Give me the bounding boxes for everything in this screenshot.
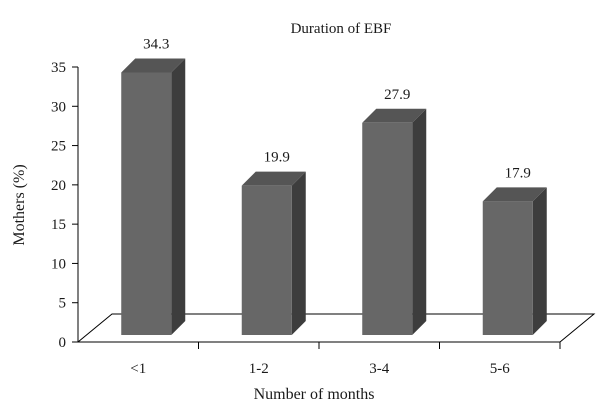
data-label: 27.9	[384, 87, 410, 103]
y-tick-label: 35	[51, 60, 66, 76]
bars: 34.3 19.9 27.9 17.9	[121, 37, 547, 336]
y-tick-label: 5	[59, 296, 67, 312]
y-tick-label: 10	[51, 256, 66, 272]
x-tick-label: 3-4	[369, 361, 389, 377]
bar-top	[121, 58, 186, 73]
chart-title: Duration of EBF	[291, 21, 392, 37]
x-tick-label: <1	[130, 361, 146, 377]
data-label: 19.9	[264, 150, 290, 166]
y-axis-label: Mothers (%)	[11, 164, 28, 245]
bar-side	[412, 108, 427, 336]
y-tick-label: 30	[51, 99, 66, 115]
bar-top	[482, 187, 547, 202]
bar-side	[291, 171, 306, 335]
data-label: 17.9	[505, 165, 531, 181]
bar-top	[362, 108, 427, 123]
x-axis-label: Number of months	[254, 386, 375, 403]
data-label: 34.3	[143, 37, 169, 53]
y-tick-label: 0	[59, 335, 67, 351]
bar-side	[171, 58, 186, 335]
bar	[241, 185, 292, 335]
y-tick-label: 15	[51, 217, 66, 233]
x-tick-label: 1-2	[249, 361, 269, 377]
bar-top	[241, 171, 306, 186]
x-tick-label: 5-6	[490, 361, 510, 377]
bar	[362, 122, 413, 336]
y-tick-label: 25	[51, 139, 66, 155]
bar-side	[532, 187, 547, 335]
bar	[482, 201, 533, 335]
axes: 0 5 10 15 20 25 30 35 <1 1-2 3-4 5-6	[51, 60, 561, 377]
y-tick-label: 20	[51, 178, 66, 194]
bar	[121, 72, 172, 335]
